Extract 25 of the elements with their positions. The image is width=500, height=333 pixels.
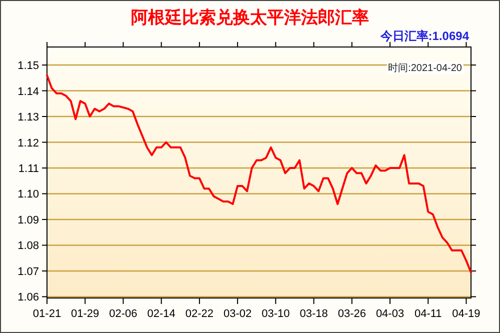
y-tick-label: 1.06 — [18, 292, 39, 304]
x-tick-label: 04-19 — [452, 308, 480, 320]
annotation: 时间:2021-04-20 — [388, 62, 462, 74]
y-tick-label: 1.09 — [18, 214, 39, 226]
x-tick-label: 02-14 — [147, 308, 176, 320]
x-tick-label: 04-11 — [414, 308, 442, 320]
y-tick-label: 1.12 — [18, 137, 39, 150]
x-tick-label: 04-03 — [376, 308, 404, 320]
x-tick-label: 02-22 — [185, 308, 214, 320]
y-tick-label: 1.08 — [18, 240, 39, 252]
x-tick-label: 03-10 — [262, 308, 290, 320]
x-tick-label: 01-21 — [32, 308, 62, 320]
x-tick-label: 02-06 — [109, 308, 138, 320]
y-tick-label: 1.15 — [18, 60, 39, 72]
y-tick-label: 1.07 — [18, 266, 39, 278]
y-tick-label: 1.13 — [18, 112, 39, 124]
x-tick-label: 03-02 — [223, 308, 252, 320]
x-tick-label: 03-26 — [338, 308, 366, 320]
chart-title: 阿根廷比索兑换太平洋法郎汇率 — [131, 8, 369, 27]
x-tick-label: 01-29 — [71, 308, 100, 320]
y-tick-label: 1.10 — [18, 188, 39, 201]
x-tick-label: 03-18 — [300, 308, 328, 320]
text: 今日汇率:1.0694 — [379, 29, 470, 43]
y-tick-label: 1.14 — [18, 86, 39, 98]
y-tick-label: 1.11 — [18, 162, 39, 175]
